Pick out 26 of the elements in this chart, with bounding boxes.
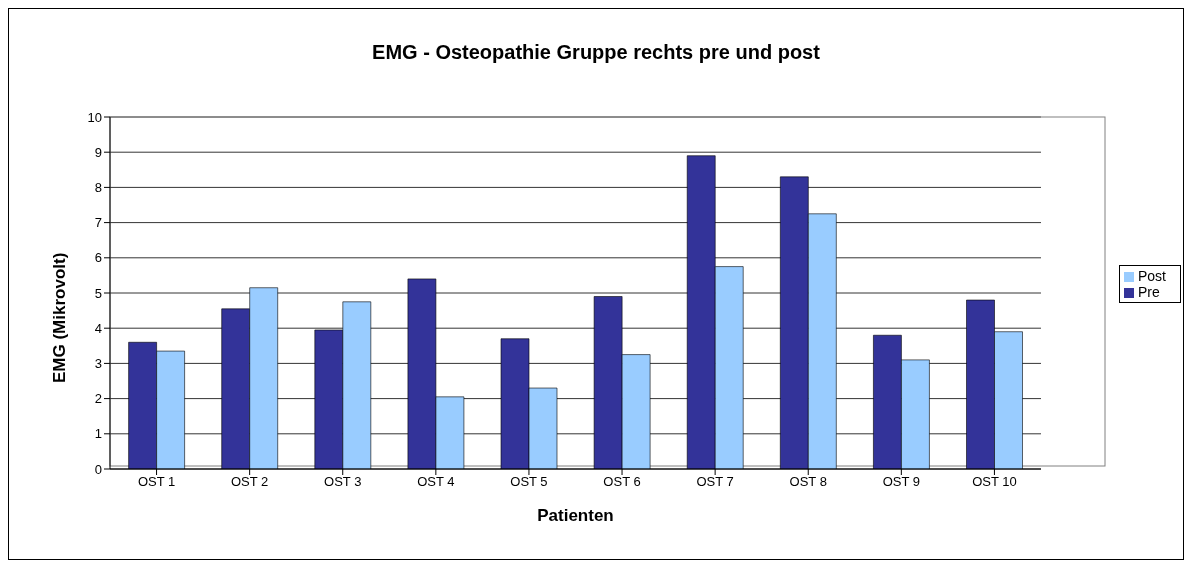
y-tick-label: 7	[94, 215, 102, 231]
y-tick-label: 9	[94, 144, 102, 160]
x-tick-label: OST 10	[972, 474, 1017, 490]
legend-label: Pre	[1137, 284, 1160, 300]
y-tick-label: 1	[94, 426, 102, 442]
chart-title: EMG - Osteopathie Gruppe rechts pre und post	[371, 41, 821, 64]
y-tick-label: 3	[94, 356, 102, 372]
x-tick-label: OST 8	[789, 474, 827, 490]
y-tick-label: 8	[94, 180, 102, 196]
x-tick-label: OST 2	[230, 474, 269, 490]
x-tick-label: OST 3	[324, 474, 362, 490]
y-tick-label: 5	[94, 285, 102, 301]
x-tick-label: OST 7	[696, 474, 734, 490]
y-axis-title: EMG (Mikrovolt)	[50, 252, 70, 383]
x-tick-label: OST 1	[137, 474, 176, 490]
x-tick-label: OST 4	[417, 474, 455, 490]
y-tick-label: 10	[87, 109, 102, 125]
x-tick-label: OST 5	[510, 474, 548, 490]
y-tick-label: 2	[94, 391, 102, 407]
x-axis-title: Patienten	[537, 506, 614, 525]
y-tick-label: 4	[94, 320, 102, 336]
y-tick-label: 0	[94, 461, 102, 477]
x-tick-label: OST 6	[603, 474, 641, 490]
legend-label: Post	[1137, 268, 1166, 284]
x-tick-label: OST 9	[882, 474, 921, 490]
y-tick-label: 6	[94, 250, 102, 266]
